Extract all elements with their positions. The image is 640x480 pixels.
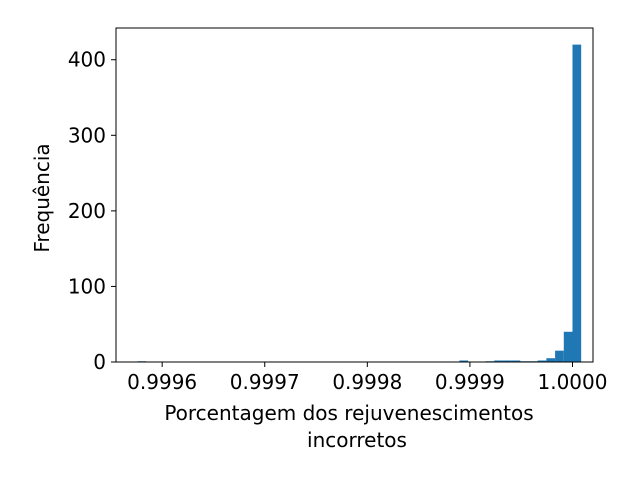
y-tick-label: 0	[93, 350, 106, 374]
y-tick-label: 100	[68, 274, 106, 298]
y-axis-title: Frequência	[30, 143, 54, 252]
y-tick-label: 200	[68, 199, 106, 223]
histogram-bar	[555, 350, 564, 362]
histogram-bar	[502, 360, 512, 362]
histogram-bar	[537, 360, 547, 362]
y-tick-label: 400	[68, 48, 106, 72]
x-tick-label: 0.9997	[230, 370, 300, 394]
x-axis-title-line-1: Porcentagem dos rejuvenescimentos	[164, 401, 533, 425]
x-tick-label: 0.9996	[127, 370, 197, 394]
histogram-bar	[511, 360, 521, 362]
plot-frame	[115, 27, 594, 363]
x-axis-title-line-2: incorretos	[307, 428, 407, 452]
histogram-bar	[546, 358, 556, 362]
histogram-bar	[494, 360, 503, 362]
x-tick-label: 0.9999	[435, 370, 505, 394]
histogram-bar	[563, 331, 573, 362]
y-axis-ticks: 0 100 200 300 400	[68, 48, 116, 374]
histogram-bars	[137, 44, 582, 363]
x-axis-ticks: 0.9996 0.9997 0.9998 0.9999 1.0000	[127, 362, 607, 394]
histogram-bar	[459, 360, 469, 362]
x-tick-label: 0.9998	[332, 370, 402, 394]
y-tick-label: 300	[68, 123, 106, 147]
histogram-bar	[572, 44, 582, 363]
x-tick-label: 1.0000	[537, 370, 607, 394]
